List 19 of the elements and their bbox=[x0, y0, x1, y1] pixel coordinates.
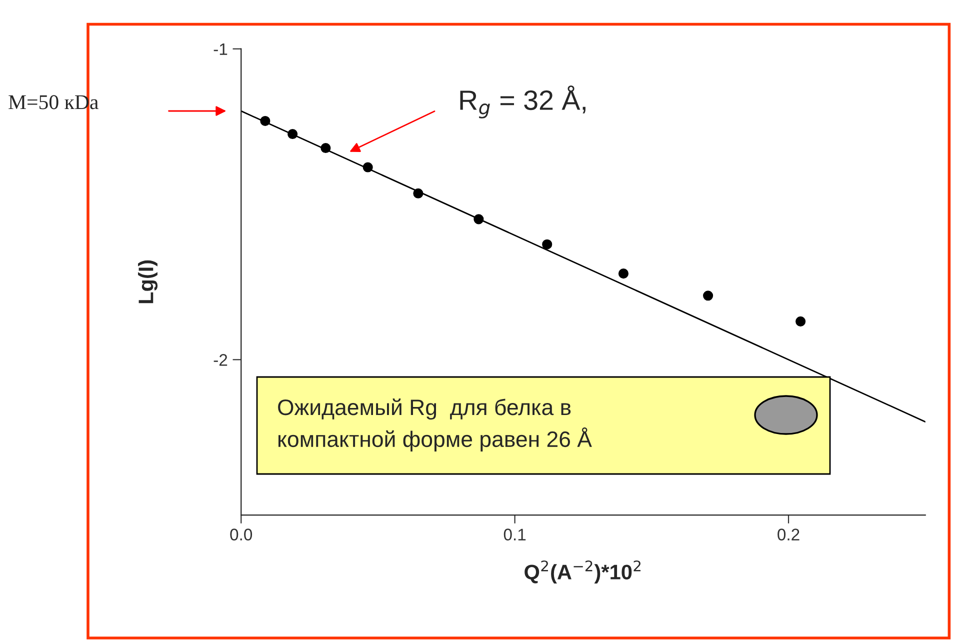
y-tick-label: -1 bbox=[214, 43, 228, 55]
point bbox=[542, 239, 552, 250]
point bbox=[703, 290, 714, 301]
point bbox=[288, 128, 298, 140]
x-tick-label: 0.1 bbox=[504, 528, 526, 540]
annotation: Ожидаемый Rg для белка в компактной форме равен 26 Å bbox=[278, 398, 592, 452]
point bbox=[413, 188, 424, 198]
x-axis-title: Q$^{2}$(A$^{−2}$)*10$^{2}$ bbox=[524, 560, 640, 584]
x-tick-label: 0.0 bbox=[230, 528, 252, 540]
point bbox=[260, 116, 270, 126]
y-tick-label: -2 bbox=[214, 354, 228, 366]
point bbox=[320, 142, 331, 154]
point bbox=[474, 214, 484, 224]
point bbox=[362, 162, 373, 172]
point bbox=[796, 316, 806, 326]
annotation: R$_{g}$ = 32 Å, bbox=[460, 85, 586, 118]
point bbox=[618, 268, 629, 279]
x-tick-label: 0.2 bbox=[778, 528, 800, 540]
y-axis-title: Lg(I) bbox=[138, 260, 158, 304]
